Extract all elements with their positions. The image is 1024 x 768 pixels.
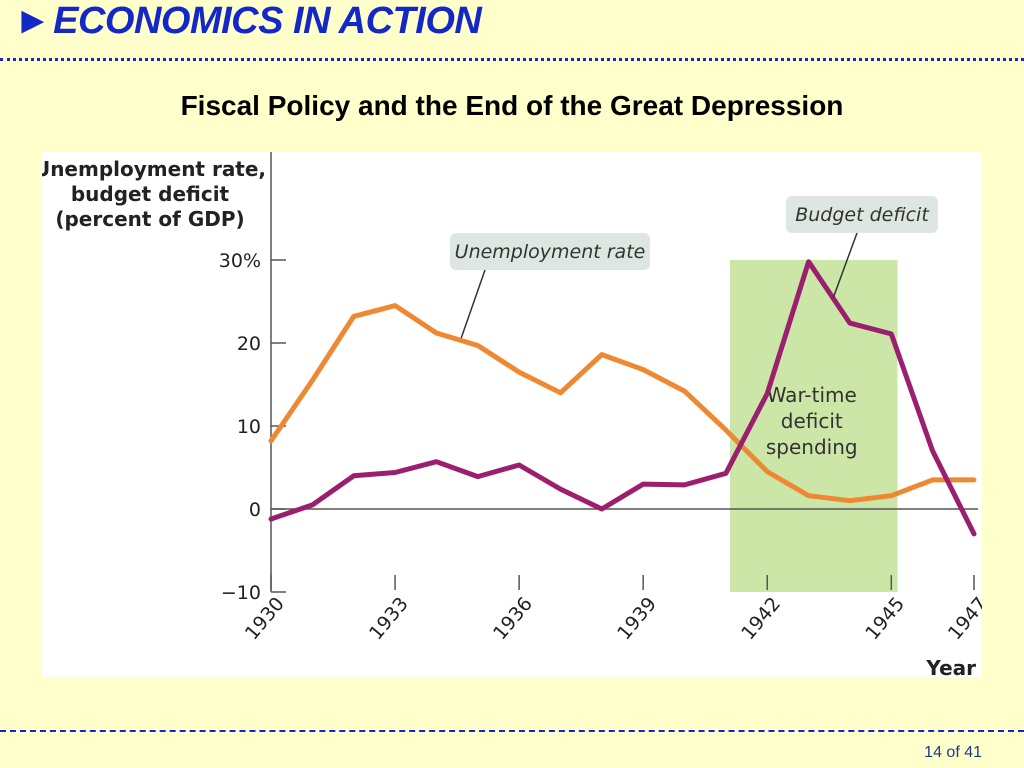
callout-leader	[832, 232, 858, 298]
footer-divider	[0, 730, 1024, 732]
slide-title: Fiscal Policy and the End of the Great D…	[180, 90, 844, 121]
x-axis-label: Year	[925, 656, 976, 677]
y-axis-label-line: Unemployment rate,	[42, 157, 266, 181]
x-tick-label: 1947	[944, 593, 982, 644]
wartime-band	[730, 260, 898, 592]
band-label-line: deficit	[781, 409, 843, 433]
callout-label: Budget deficit	[795, 204, 930, 226]
series-line-0	[268, 303, 977, 504]
callout-box	[786, 196, 938, 233]
chart-panel: War-time deficit spending Unemployment rat…	[34, 152, 992, 680]
callout-box	[450, 233, 650, 270]
series-lines	[268, 259, 977, 537]
header-divider	[0, 58, 1024, 61]
y-axis-label-line: budget deficit	[71, 182, 230, 206]
y-tick-label: 10	[237, 416, 261, 438]
y-tick-label: 20	[237, 333, 261, 355]
x-tick-label: 1945	[861, 593, 909, 644]
callout-label: Unemployment rate	[455, 241, 646, 263]
callout-leader	[460, 269, 486, 339]
y-ticks: 30% 20 10 0 −10	[219, 250, 286, 604]
y-axis-label-line: (percent of GDP)	[55, 207, 244, 231]
callouts: Unemployment rate Budget deficit	[450, 196, 938, 339]
header-text: ECONOMICS IN ACTION	[53, 0, 482, 42]
y-axis-label: Unemployment rate,budget deficit(percent…	[34, 157, 266, 231]
band-label-line: War-time	[767, 383, 857, 407]
series-line-1	[268, 259, 977, 537]
y-tick-label: −10	[221, 582, 261, 604]
x-tick-label: 1936	[489, 593, 537, 644]
y-tick-label: 30%	[219, 250, 261, 272]
slide-header: ►ECONOMICS IN ACTION	[14, 0, 482, 43]
band-label-line: spending	[766, 435, 858, 459]
x-tick-label: 1939	[613, 593, 661, 644]
page-number: 14 of 41	[924, 744, 982, 761]
header-arrow-icon: ►	[14, 0, 52, 42]
x-tick-label: 1933	[365, 593, 413, 644]
y-tick-label: 0	[249, 499, 261, 521]
x-tick-label: 1942	[737, 593, 785, 644]
